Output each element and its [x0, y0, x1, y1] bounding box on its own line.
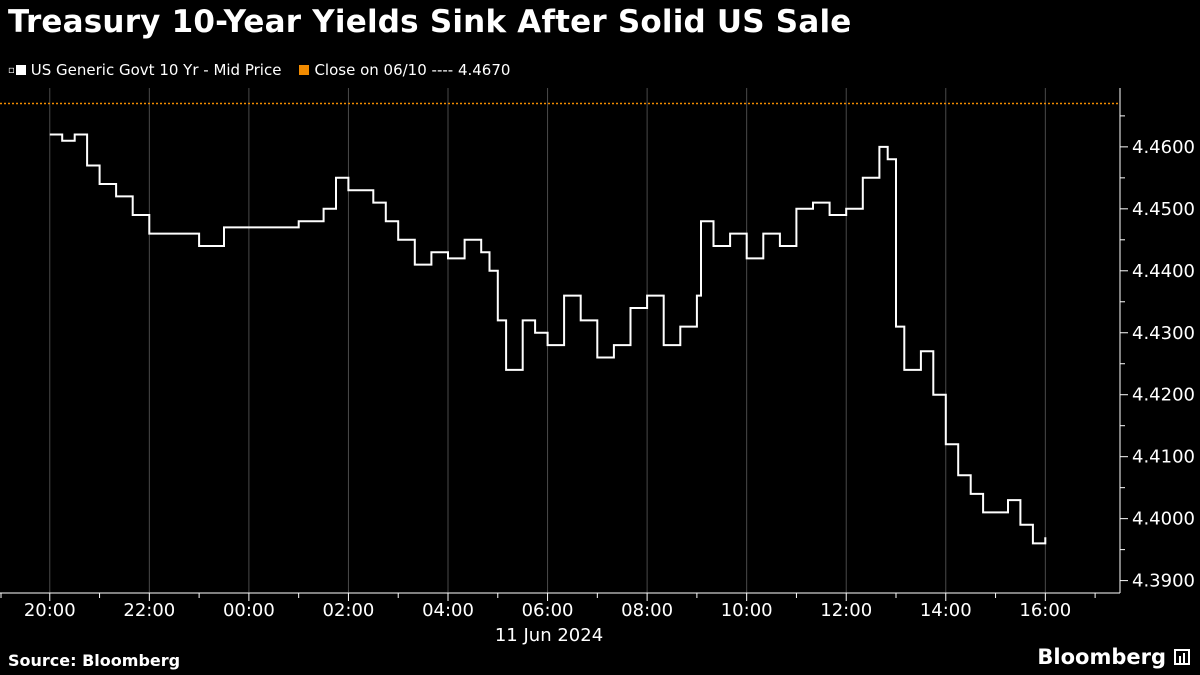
legend-reference-label: Close on 06/10 ---- 4.4670 — [314, 61, 511, 79]
legend-series-label: US Generic Govt 10 Yr - Mid Price — [30, 61, 282, 79]
x-tick-label: 12:00 — [820, 600, 872, 621]
y-tick-label: 4.4400 — [1132, 261, 1195, 282]
y-tick-label: 4.4000 — [1132, 509, 1195, 530]
y-tick-label: 4.4100 — [1132, 447, 1195, 468]
x-tick-label: 06:00 — [522, 600, 574, 621]
x-tick-label: 00:00 — [223, 600, 275, 621]
x-axis-date-label: 11 Jun 2024 — [495, 625, 603, 646]
y-tick-label: 4.4200 — [1132, 385, 1195, 406]
source-note: Source: Bloomberg — [8, 651, 181, 670]
x-tick-label: 20:00 — [24, 600, 76, 621]
x-tick-label: 14:00 — [920, 600, 972, 621]
legend-item-series: ▫ US Generic Govt 10 Yr - Mid Price — [8, 61, 281, 79]
x-tick-label: 02:00 — [323, 600, 375, 621]
x-tick-label: 10:00 — [721, 600, 773, 621]
axes: 20:00 22:00 00:00 02:00 04:00 06:00 08:00 10:00… — [0, 88, 1195, 621]
reference-swatch — [299, 65, 310, 75]
y-tick-label: 4.3900 — [1132, 571, 1195, 592]
series-swatch — [15, 65, 26, 75]
x-tick-label: 22:00 — [123, 600, 175, 621]
y-tick-label: 4.4300 — [1132, 323, 1195, 344]
brand-name: Bloomberg — [1037, 645, 1166, 669]
x-tick-label: 04:00 — [422, 600, 474, 621]
y-tick-label: 4.4600 — [1132, 137, 1195, 158]
y-tick-label: 4.4500 — [1132, 199, 1195, 220]
bloomberg-logo-icon — [1174, 649, 1190, 665]
legend-item-reference: Close on 06/10 ---- 4.4670 — [299, 61, 510, 79]
brand-logo: Bloomberg — [1037, 645, 1190, 669]
x-tick-label: 08:00 — [621, 600, 673, 621]
x-tick-label: 16:00 — [1019, 600, 1071, 621]
legend: ▫ US Generic Govt 10 Yr - Mid Price Clos… — [8, 60, 528, 80]
series-layer — [49, 133, 1047, 545]
series-line — [49, 133, 1047, 545]
series-line-icon: ▫ — [8, 64, 15, 76]
chart-title: Treasury 10-Year Yields Sink After Solid… — [8, 4, 852, 40]
